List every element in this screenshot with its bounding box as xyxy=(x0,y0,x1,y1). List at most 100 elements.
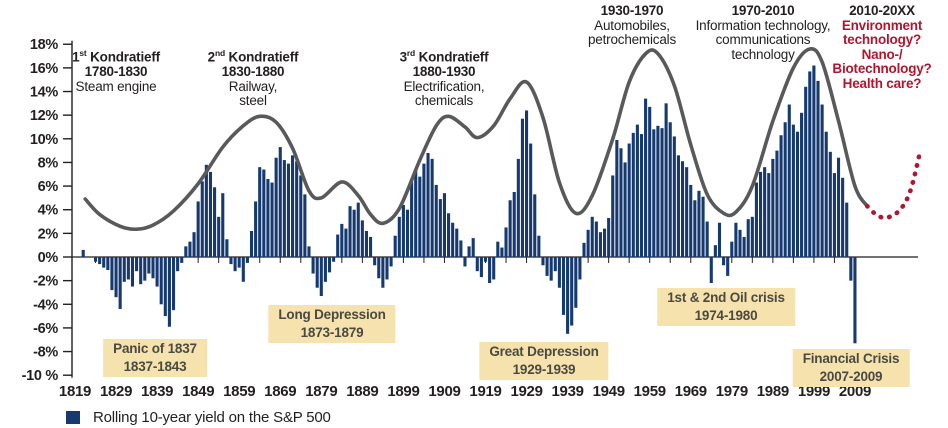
yield-bar xyxy=(557,257,561,288)
yield-bar xyxy=(188,241,192,257)
yield-bar xyxy=(139,257,143,285)
y-axis-label: 18% xyxy=(30,37,59,53)
x-axis-label: 1969 xyxy=(675,383,707,400)
yield-bar xyxy=(254,201,258,257)
yield-bar xyxy=(849,257,853,281)
kondratieff-wave-line xyxy=(83,46,870,232)
kondratieff-5-label: 1970-2010 Information technology, commun… xyxy=(695,3,831,62)
y-axis-label: 8% xyxy=(38,155,59,171)
y-axis-label: 0% xyxy=(38,250,59,266)
yield-bar xyxy=(258,167,262,257)
yield-bar xyxy=(93,257,98,262)
yield-bar xyxy=(586,229,590,257)
yield-bar xyxy=(369,236,373,257)
y-axis-label: -4% xyxy=(33,297,58,313)
yield-bar xyxy=(438,199,442,257)
yield-bar xyxy=(381,257,385,288)
yield-bar xyxy=(163,257,167,317)
yield-bar xyxy=(266,178,270,257)
yield-bar xyxy=(763,167,767,257)
yield-bar xyxy=(754,182,758,257)
yield-bar xyxy=(110,257,114,291)
yield-bar xyxy=(738,229,742,257)
y-axis-label: 12% xyxy=(30,108,59,124)
yield-bar xyxy=(607,217,611,257)
yield-bar xyxy=(442,193,446,257)
yield-bar xyxy=(570,257,574,326)
yield-bar xyxy=(561,257,566,315)
yield-bar xyxy=(746,219,750,257)
yield-bar xyxy=(520,118,524,258)
yield-bar xyxy=(660,128,664,257)
yield-bar xyxy=(808,71,812,258)
yield-bar xyxy=(742,236,746,257)
y-axis-label: -2% xyxy=(33,274,58,290)
yield-bar xyxy=(336,234,340,257)
yield-bar xyxy=(385,257,389,280)
yield-bar xyxy=(130,257,135,287)
yield-bar xyxy=(656,125,660,257)
yield-bar xyxy=(295,161,299,257)
crisis-panic-1837: Panic of 1837 1837-1843 xyxy=(103,339,207,377)
yield-bar xyxy=(824,131,828,257)
yield-bar xyxy=(816,80,820,257)
yield-bar xyxy=(553,257,557,272)
yield-bar xyxy=(373,257,377,266)
x-axis-label: 1829 xyxy=(100,383,132,400)
x-axis-label: 1849 xyxy=(182,383,214,400)
yield-bar xyxy=(578,257,582,280)
yield-bar xyxy=(594,221,598,257)
yield-bar xyxy=(340,223,344,257)
yield-bar xyxy=(463,257,467,267)
yield-bar xyxy=(307,246,311,257)
yield-bar xyxy=(845,202,849,257)
yield-bar xyxy=(377,257,381,279)
yield-bar xyxy=(504,227,508,257)
crisis-great-depression: Great Depression 1929-1939 xyxy=(479,342,609,380)
future-wave-line xyxy=(864,150,923,221)
yield-bar xyxy=(730,241,734,257)
yield-bar xyxy=(668,122,672,257)
yield-bar xyxy=(418,176,422,257)
yield-bar xyxy=(672,136,676,257)
x-axis-label: 1859 xyxy=(223,383,255,400)
x-axis-label: 1989 xyxy=(757,383,789,400)
yield-bar xyxy=(541,257,545,266)
yield-bar xyxy=(500,247,504,257)
yield-bar xyxy=(262,169,266,257)
yield-bar xyxy=(348,206,352,257)
yield-bar xyxy=(344,228,348,257)
yield-bar xyxy=(508,200,512,257)
yield-bar xyxy=(652,129,656,257)
crisis-financial-crisis: Financial Crisis 2007-2009 xyxy=(792,349,910,387)
yield-bar xyxy=(566,257,570,334)
kondratieff-3-label: 3rd Kondratieff 1880-1930 Electrificatio… xyxy=(399,48,489,108)
yield-bar xyxy=(648,106,652,257)
y-axis-label: 16% xyxy=(30,61,59,77)
yield-bar xyxy=(217,216,221,257)
yield-bar xyxy=(529,143,533,257)
yield-bar xyxy=(327,257,332,273)
yield-bar xyxy=(726,257,730,276)
chart-legend: Rolling 10-year yield on the S&P 500 xyxy=(66,409,331,426)
yield-bar xyxy=(180,257,184,263)
yield-bar xyxy=(479,257,483,278)
yield-bar xyxy=(832,173,836,257)
yield-bar xyxy=(705,221,709,257)
yield-bar xyxy=(471,238,475,257)
yield-bar xyxy=(414,169,418,257)
yield-bar xyxy=(685,167,689,257)
y-axis-label: 10% xyxy=(30,132,59,148)
yield-bar xyxy=(516,158,520,257)
yield-bar xyxy=(627,143,631,257)
yield-bar xyxy=(758,171,763,257)
yield-bar xyxy=(126,257,130,280)
yield-bar xyxy=(697,190,701,257)
yield-bar xyxy=(204,164,208,257)
yield-bar xyxy=(689,184,693,257)
yield-bar xyxy=(401,204,405,257)
yield-bar xyxy=(619,148,623,257)
x-axis-label: 1869 xyxy=(264,383,296,400)
